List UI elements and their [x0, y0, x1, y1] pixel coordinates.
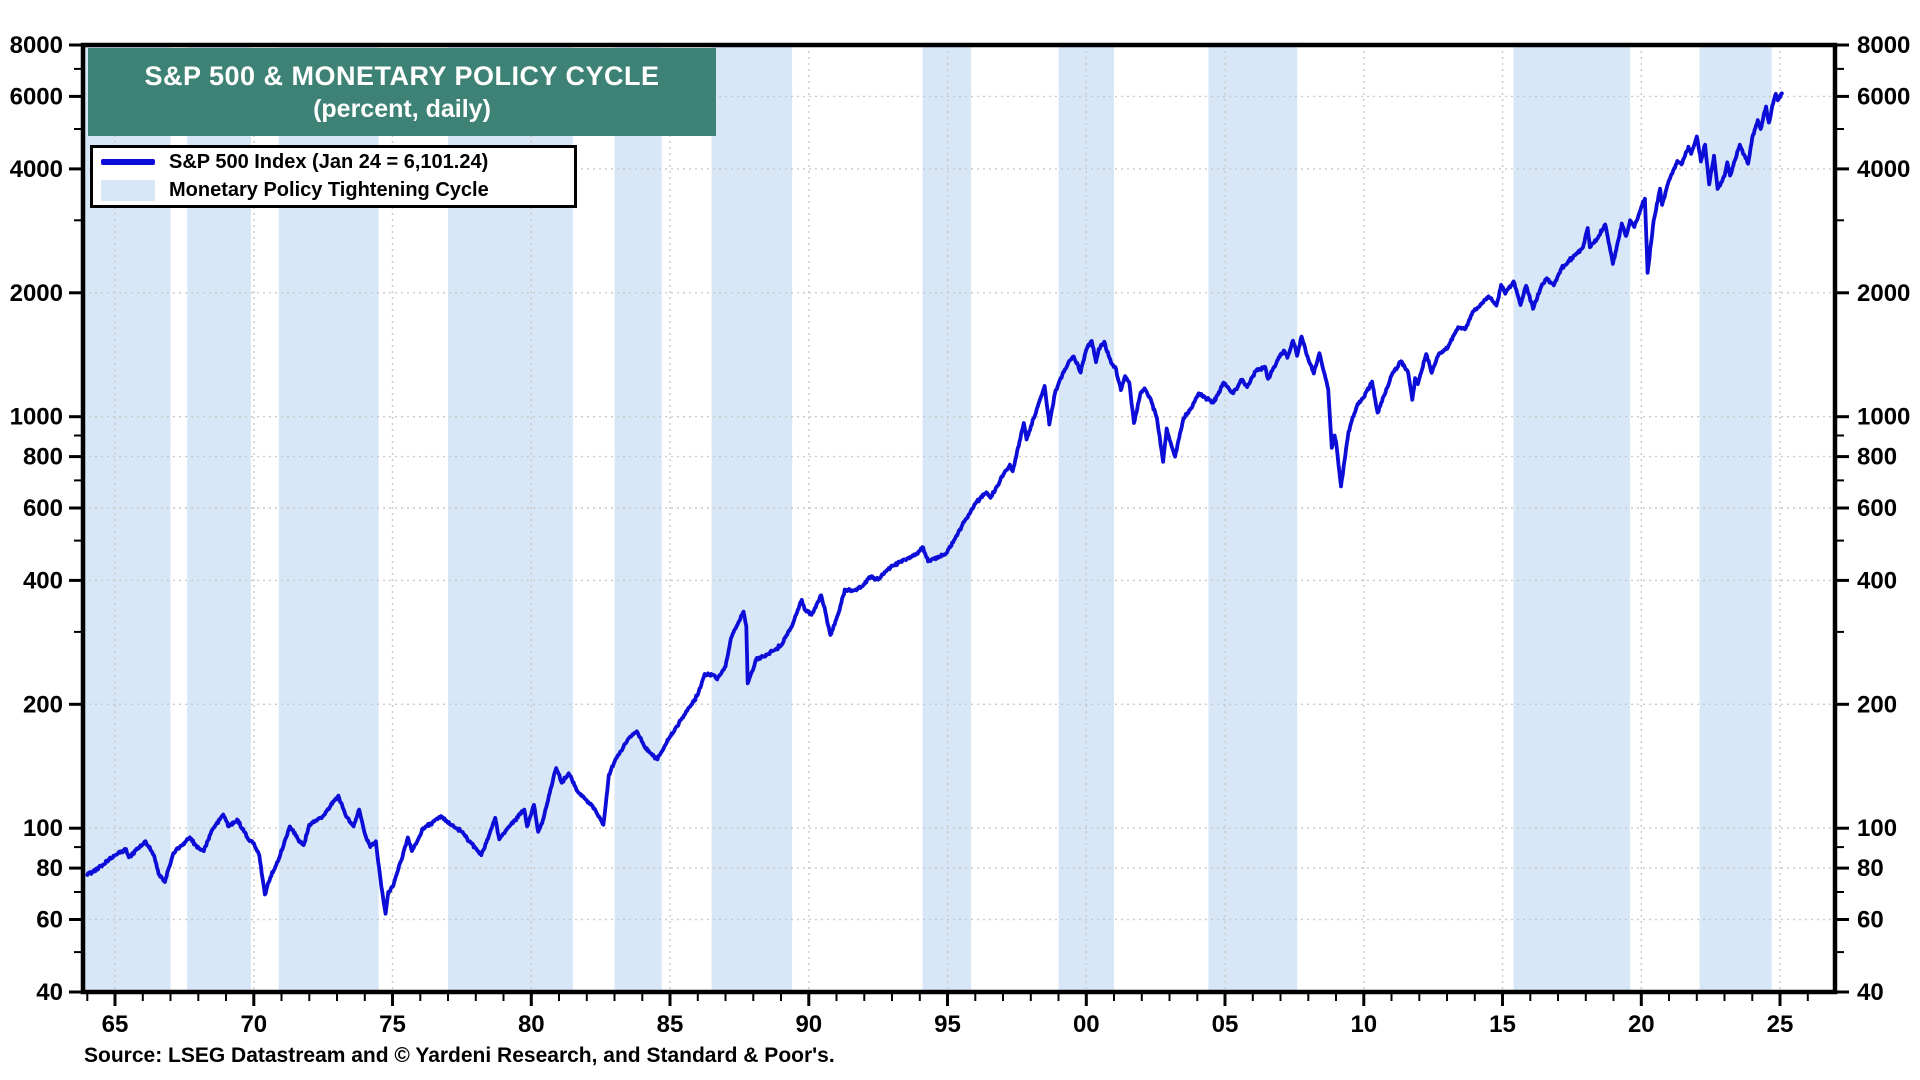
axis-ticks — [69, 43, 1849, 1006]
chart-title: S&P 500 & MONETARY POLICY CYCLE — [144, 61, 660, 92]
y-tick-label-right: 1000 — [1857, 404, 1910, 431]
y-tick-label-left: 8000 — [10, 32, 63, 59]
chart-subtitle: (percent, daily) — [313, 94, 491, 123]
y-tick-label-right: 800 — [1857, 444, 1897, 471]
legend: S&P 500 Index (Jan 24 = 6,101.24) Moneta… — [90, 145, 577, 208]
source-attribution: Source: LSEG Datastream and © Yardeni Re… — [84, 1044, 835, 1067]
x-tick-label: 65 — [102, 1011, 129, 1038]
y-tick-label-left: 4000 — [10, 156, 63, 183]
sp500-series-line — [85, 91, 1784, 916]
legend-item-sp500: S&P 500 Index (Jan 24 = 6,101.24) — [93, 148, 574, 177]
tightening-band — [711, 47, 793, 990]
tightening-band — [1058, 47, 1114, 990]
y-tick-label-right: 2000 — [1857, 280, 1910, 307]
y-tick-label-right: 6000 — [1857, 83, 1910, 110]
tightening-band — [1513, 47, 1631, 990]
x-tick-label: 75 — [379, 1011, 406, 1038]
y-tick-label-left: 2000 — [10, 280, 63, 307]
x-tick-label: 05 — [1212, 1011, 1239, 1038]
x-tick-label: 95 — [934, 1011, 961, 1038]
x-tick-label: 25 — [1767, 1011, 1794, 1038]
x-tick-label: 85 — [657, 1011, 684, 1038]
legend-item-tightening: Monetary Policy Tightening Cycle — [93, 177, 574, 206]
x-tick-label: 10 — [1350, 1011, 1377, 1038]
y-tick-label-left: 200 — [23, 691, 63, 718]
y-tick-label-right: 8000 — [1857, 32, 1910, 59]
x-tick-label: 70 — [240, 1011, 267, 1038]
y-tick-label-left: 800 — [23, 444, 63, 471]
y-tick-label-right: 100 — [1857, 815, 1897, 842]
legend-label-sp500: S&P 500 Index (Jan 24 = 6,101.24) — [169, 150, 489, 173]
y-tick-label-left: 60 — [36, 907, 63, 934]
tightening-band — [1699, 47, 1772, 990]
y-tick-label-right: 40 — [1857, 979, 1884, 1006]
tightening-band — [922, 47, 972, 990]
plot-frame — [80, 42, 1838, 995]
x-tick-label: 15 — [1489, 1011, 1516, 1038]
y-tick-label-right: 400 — [1857, 567, 1897, 594]
legend-label-tightening: Monetary Policy Tightening Cycle — [169, 179, 489, 202]
y-tick-label-right: 4000 — [1857, 156, 1910, 183]
y-tick-label-left: 1000 — [10, 404, 63, 431]
y-tick-label-right: 60 — [1857, 907, 1884, 934]
x-tick-label: 90 — [795, 1011, 822, 1038]
y-tick-label-left: 100 — [23, 815, 63, 842]
y-tick-label-right: 80 — [1857, 855, 1884, 882]
y-tick-label-left: 40 — [36, 979, 63, 1006]
tightening-band — [1208, 47, 1298, 990]
y-tick-label-left: 600 — [23, 495, 63, 522]
x-tick-label: 80 — [518, 1011, 545, 1038]
x-tick-label: 00 — [1073, 1011, 1100, 1038]
tightening-band-swatch — [101, 180, 155, 202]
chart-title-box: S&P 500 & MONETARY POLICY CYCLE (percent… — [88, 48, 716, 136]
y-tick-label-left: 6000 — [10, 83, 63, 110]
y-tick-label-right: 600 — [1857, 495, 1897, 522]
x-tick-label: 20 — [1628, 1011, 1655, 1038]
tightening-band — [614, 47, 662, 990]
y-tick-label-left: 80 — [36, 855, 63, 882]
y-tick-label-right: 200 — [1857, 691, 1897, 718]
y-tick-label-left: 400 — [23, 567, 63, 594]
sp500-line-swatch — [101, 159, 155, 166]
